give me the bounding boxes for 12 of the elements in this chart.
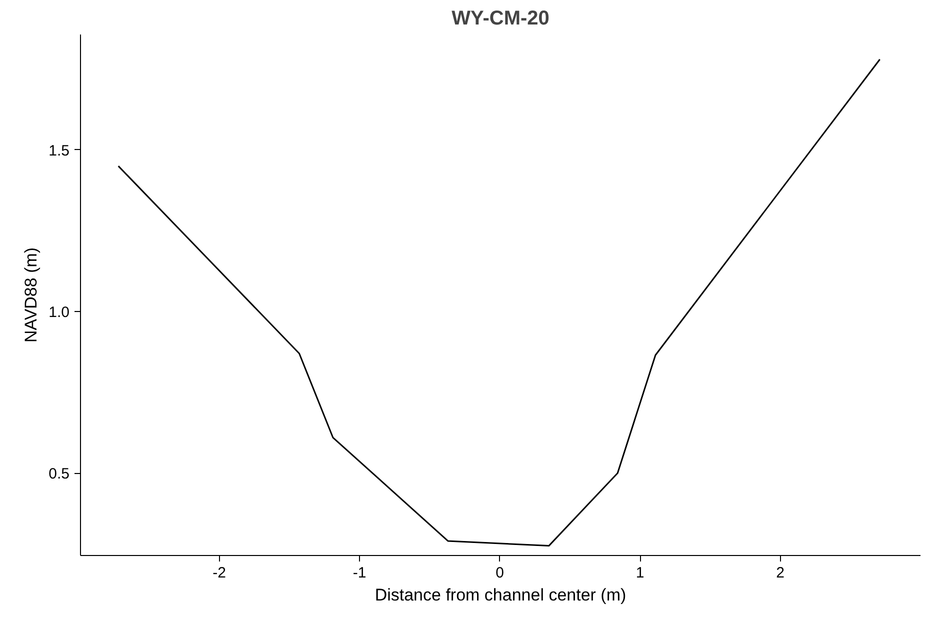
line-series xyxy=(118,58,881,547)
y-axis-title: NAVD88 (m) xyxy=(22,247,41,343)
x-axis-title: Distance from channel center (m) xyxy=(374,586,626,604)
x-tick-label: -1 xyxy=(352,564,366,582)
x-tick-label: 0 xyxy=(496,564,504,582)
chart-title: WY-CM-20 xyxy=(452,8,550,30)
y-tick-label: 1.0 xyxy=(48,304,70,321)
x-tick-label: 1 xyxy=(636,564,644,582)
y-tick-label: 0.5 xyxy=(48,466,70,483)
x-tick-label: 2 xyxy=(776,564,784,582)
y-tick-label: 1.5 xyxy=(48,142,70,160)
x-tick-label: -2 xyxy=(212,564,226,582)
